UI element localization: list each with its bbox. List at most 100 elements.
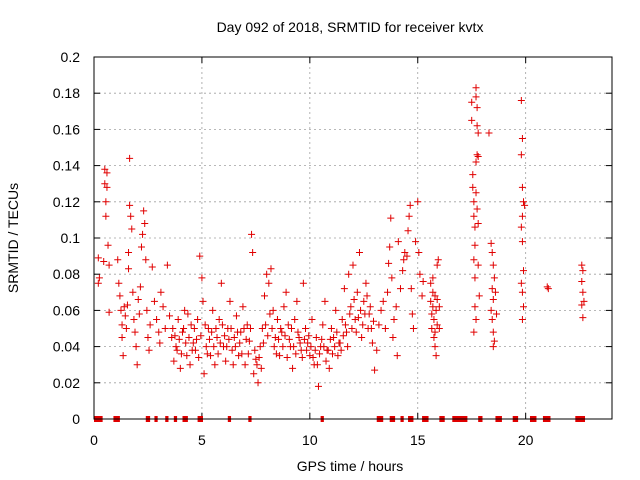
data-point (430, 334, 438, 342)
data-point (211, 361, 219, 369)
data-point (408, 310, 416, 318)
data-point (430, 315, 438, 323)
data-point (204, 325, 212, 332)
data-point (188, 346, 196, 354)
data-point (322, 357, 330, 365)
data-point (197, 332, 205, 340)
data-point (227, 325, 235, 332)
data-point (166, 312, 174, 320)
data-point (143, 306, 151, 314)
data-point (232, 312, 240, 320)
data-point (231, 343, 239, 351)
data-point (432, 352, 440, 360)
data-point (400, 256, 408, 264)
data-point (120, 303, 128, 311)
data-point (261, 292, 269, 300)
data-point (434, 256, 442, 264)
data-point (279, 343, 287, 351)
data-point (433, 321, 441, 329)
data-point (432, 306, 440, 314)
data-point (488, 248, 496, 256)
data-point (409, 325, 417, 332)
data-point (305, 332, 313, 340)
y-tick-label: 0.18 (53, 85, 80, 101)
data-point (258, 325, 266, 332)
data-point (257, 364, 265, 372)
data-point (343, 328, 351, 336)
data-point (330, 334, 338, 342)
data-point (134, 296, 142, 304)
data-point (193, 335, 201, 343)
data-point (105, 308, 113, 316)
data-point (268, 325, 276, 332)
data-point (228, 346, 236, 354)
data-point (327, 325, 335, 332)
data-point (210, 343, 218, 351)
data-point (435, 303, 443, 311)
data-point (520, 267, 528, 275)
data-point (285, 335, 293, 343)
data-point (471, 303, 479, 311)
data-point (579, 267, 587, 275)
data-point (470, 212, 478, 220)
data-point (352, 328, 360, 336)
data-point (208, 328, 216, 336)
data-point (176, 364, 184, 372)
data-point (428, 310, 436, 318)
y-tick-label: 0.16 (53, 121, 80, 137)
data-point (427, 279, 435, 287)
x-tick-label: 15 (410, 432, 426, 448)
data-point (431, 328, 439, 336)
data-point (302, 325, 310, 332)
data-point (326, 335, 334, 343)
data-point (94, 279, 102, 287)
data-point (344, 343, 352, 351)
data-point (215, 315, 223, 323)
data-point (351, 315, 359, 323)
y-tick-label: 0.14 (53, 158, 80, 174)
data-point (291, 315, 299, 323)
data-point (472, 84, 480, 92)
data-point (489, 261, 497, 269)
data-point (319, 321, 327, 329)
data-point (332, 306, 340, 314)
data-point (105, 261, 113, 269)
data-point (238, 350, 246, 358)
data-point (122, 325, 130, 332)
data-point (290, 343, 298, 351)
data-point (472, 158, 480, 166)
data-point (333, 328, 341, 336)
data-point (580, 297, 588, 305)
data-point (474, 261, 482, 269)
data-point (294, 328, 302, 336)
data-point (470, 256, 478, 264)
data-point (387, 214, 395, 222)
data-point (283, 353, 291, 361)
data-point (183, 352, 191, 360)
data-point (518, 238, 526, 246)
data-point (354, 314, 362, 322)
data-point (293, 297, 301, 305)
data-point (470, 328, 478, 336)
data-point (153, 315, 161, 323)
data-point (104, 241, 112, 249)
data-point (518, 183, 526, 191)
data-point (289, 364, 297, 372)
data-point (132, 343, 140, 351)
data-point (349, 261, 357, 269)
data-point (429, 303, 437, 311)
data-point (487, 239, 495, 247)
data-point (253, 361, 261, 369)
x-axis-title: GPS time / hours (297, 458, 404, 474)
data-point (489, 343, 497, 351)
data-point (471, 274, 479, 282)
data-point (163, 261, 171, 269)
data-point (202, 343, 210, 351)
data-point (118, 334, 126, 342)
y-tick-label: 0 (72, 411, 80, 427)
data-point (263, 270, 271, 278)
data-point (474, 153, 482, 161)
data-point (371, 366, 379, 374)
data-point (199, 297, 207, 305)
y-tick-labels: 0 0.02 0.04 0.06 0.08 0.1 0.12 0.14 0.16 0.18 0.2 (53, 49, 80, 427)
